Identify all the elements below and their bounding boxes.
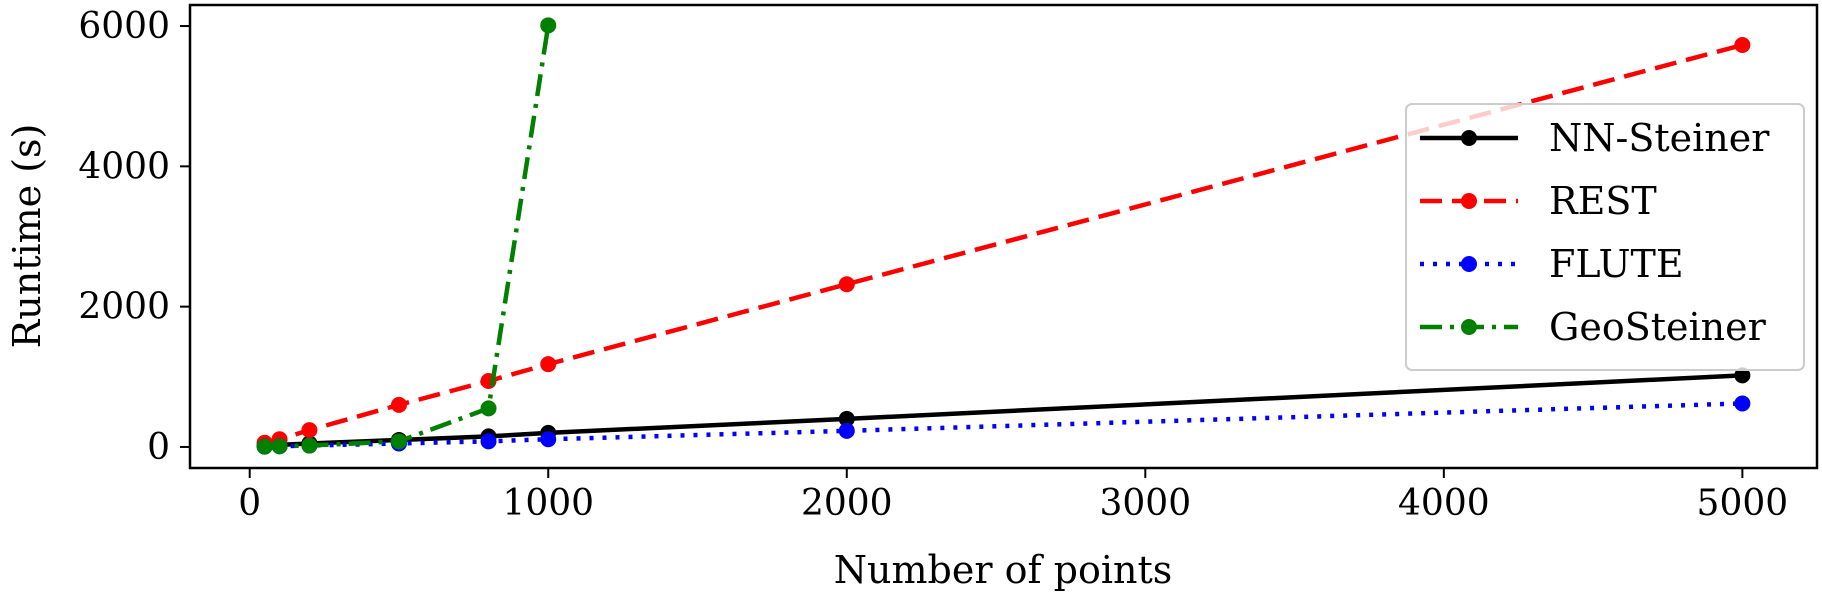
x-axis-label: Number of points xyxy=(834,548,1172,592)
y-tick-label: 4000 xyxy=(78,146,170,187)
data-point-rest xyxy=(838,276,855,293)
data-point-rest xyxy=(540,356,557,373)
legend-marker xyxy=(1461,193,1477,209)
legend-marker xyxy=(1461,256,1477,272)
data-point-nn-steiner xyxy=(838,410,855,427)
data-point-geosteiner xyxy=(271,438,288,455)
x-tick-label: 1000 xyxy=(502,483,594,524)
data-point-flute xyxy=(838,422,855,439)
data-point-rest xyxy=(1734,36,1751,53)
data-point-rest xyxy=(390,396,407,413)
legend-entry-flute: FLUTE xyxy=(1420,242,1684,286)
data-point-geosteiner xyxy=(540,17,557,34)
legend-label: REST xyxy=(1549,179,1657,223)
data-point-flute xyxy=(480,433,497,450)
y-tick-label: 0 xyxy=(147,427,170,468)
legend-label: NN-Steiner xyxy=(1549,116,1770,160)
series-line-geosteiner xyxy=(264,24,551,449)
data-point-flute xyxy=(540,431,557,448)
legend-label: GeoSteiner xyxy=(1549,305,1767,349)
legend-entry-geosteiner: GeoSteiner xyxy=(1420,305,1767,349)
data-point-geosteiner xyxy=(480,400,497,417)
legend-marker xyxy=(1461,319,1477,335)
data-point-rest xyxy=(301,422,318,439)
x-axis-ticks: 0 1000 2000 3000 4000 5000 xyxy=(238,468,1788,524)
legend-entry-rest: REST xyxy=(1420,179,1657,223)
x-tick-label: 4000 xyxy=(1398,483,1490,524)
x-tick-label: 0 xyxy=(238,483,261,524)
data-point-geosteiner xyxy=(390,433,407,450)
y-tick-label: 2000 xyxy=(78,287,170,328)
series-layer xyxy=(256,17,1751,455)
legend: NN-Steiner REST FLUTE GeoSteiner xyxy=(1405,103,1805,371)
legend-label: FLUTE xyxy=(1549,242,1684,286)
y-axis-ticks: 0 2000 4000 6000 xyxy=(78,6,190,468)
series-geosteiner xyxy=(256,17,557,455)
x-tick-label: 3000 xyxy=(1099,483,1191,524)
legend-entry-nn-steiner: NN-Steiner xyxy=(1420,116,1770,160)
y-tick-label: 6000 xyxy=(78,6,170,47)
data-point-flute xyxy=(1734,395,1751,412)
data-point-nn-steiner xyxy=(1734,367,1751,384)
series-flute xyxy=(256,395,1751,455)
data-point-geosteiner xyxy=(301,437,318,454)
data-point-geosteiner xyxy=(256,438,273,455)
x-tick-label: 2000 xyxy=(801,483,893,524)
y-axis-label: Runtime (s) xyxy=(5,124,49,349)
x-tick-label: 5000 xyxy=(1697,483,1789,524)
plot-area-frame xyxy=(188,3,1819,470)
legend-box xyxy=(1405,103,1805,371)
legend-marker xyxy=(1461,130,1477,146)
